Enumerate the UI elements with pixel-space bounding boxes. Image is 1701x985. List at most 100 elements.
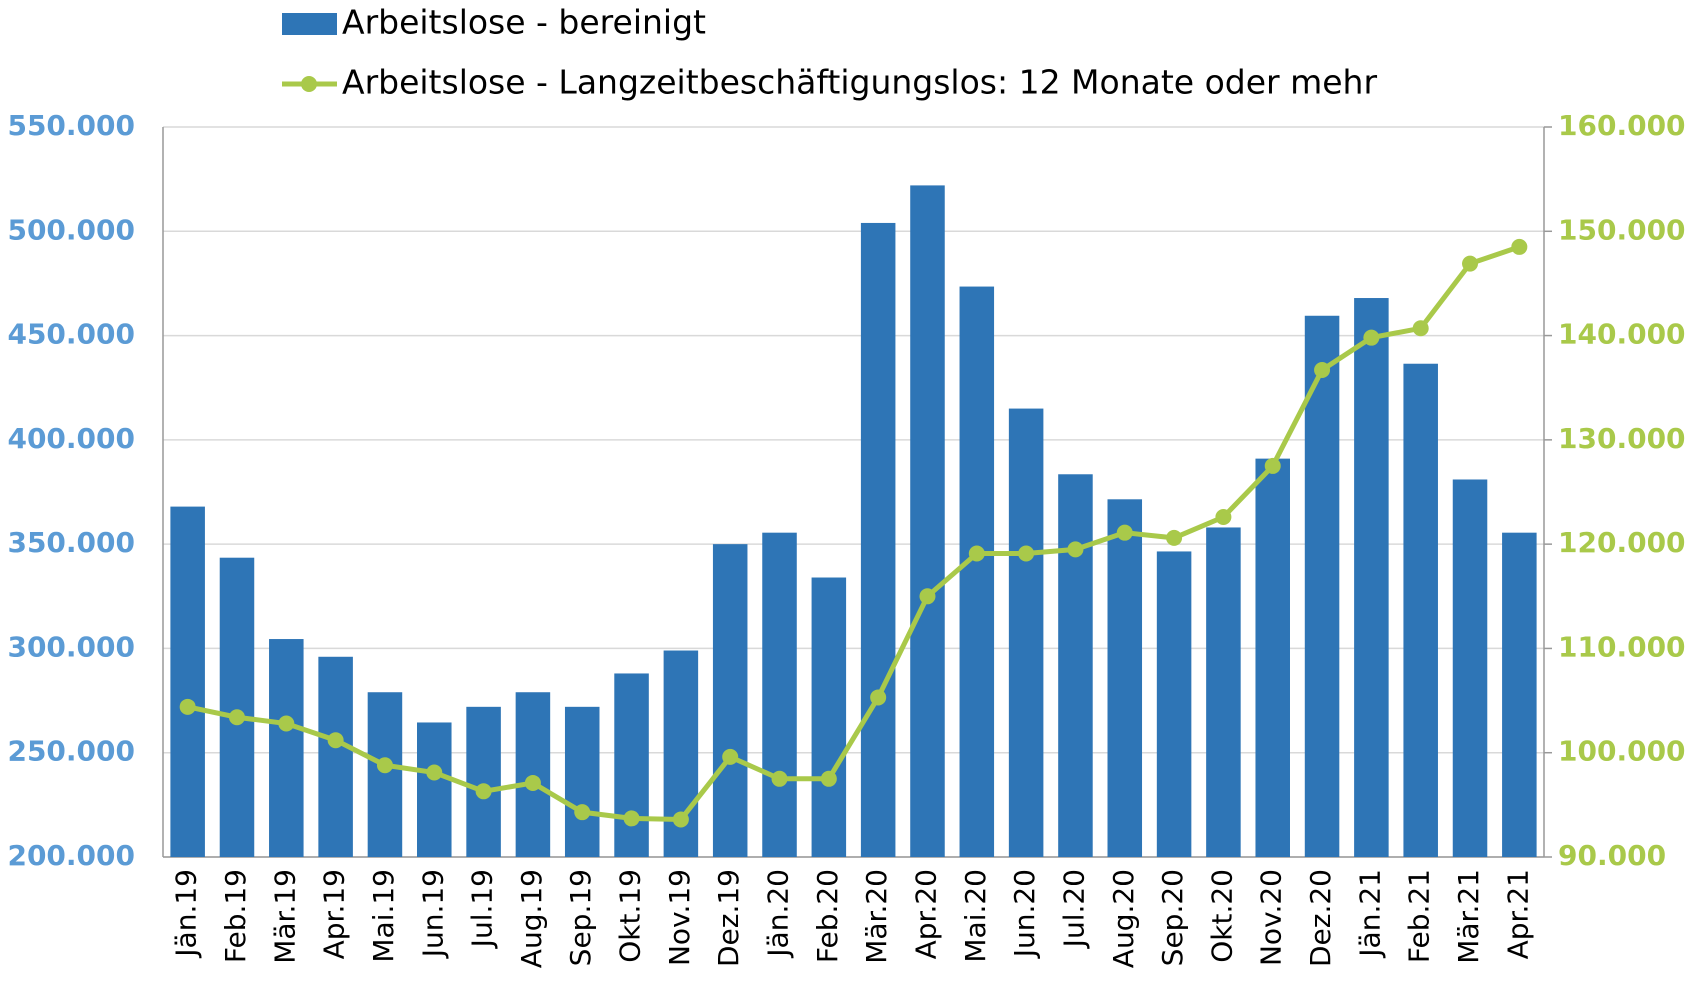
y2-tick-label: 150.000 bbox=[1558, 213, 1686, 246]
bar bbox=[762, 532, 797, 857]
x-tick-label: Okt.20 bbox=[1205, 869, 1238, 963]
line-point bbox=[820, 770, 837, 787]
line-point bbox=[1067, 541, 1084, 558]
line-point bbox=[475, 783, 492, 800]
line-point bbox=[771, 770, 788, 787]
x-tick-label: Jun.20 bbox=[1008, 869, 1041, 959]
bar bbox=[170, 506, 205, 857]
y2-tick-label: 90.000 bbox=[1558, 839, 1666, 872]
x-tick-label: Aug.19 bbox=[515, 869, 548, 968]
x-tick-label: Mai.20 bbox=[959, 869, 992, 963]
line-point bbox=[228, 709, 245, 726]
bar bbox=[910, 185, 945, 857]
x-tick-label: Mär.20 bbox=[860, 869, 893, 964]
bar bbox=[219, 557, 255, 857]
bar bbox=[860, 222, 896, 857]
y-tick-label: 300.000 bbox=[7, 630, 135, 663]
x-tick-label: Apr.19 bbox=[318, 869, 351, 959]
x-tick-label: Mär.19 bbox=[268, 869, 301, 964]
bar bbox=[1304, 315, 1340, 857]
line-point bbox=[1363, 329, 1380, 346]
bar bbox=[1058, 474, 1093, 857]
bar bbox=[1403, 363, 1438, 857]
x-tick-label: Dez.19 bbox=[712, 869, 745, 967]
x-tick-label: Jul.19 bbox=[466, 869, 499, 949]
line-point bbox=[1018, 545, 1035, 562]
y-tick-label: 350.000 bbox=[7, 526, 135, 559]
y2-tick-label: 160.000 bbox=[1558, 109, 1686, 142]
line-point bbox=[376, 757, 393, 774]
x-tick-label: Apr.21 bbox=[1501, 869, 1534, 959]
x-tick-label: Mär.21 bbox=[1452, 869, 1485, 964]
y-tick-label: 250.000 bbox=[7, 735, 135, 768]
line-point bbox=[1215, 509, 1232, 526]
x-tick-label: Okt.19 bbox=[614, 869, 647, 963]
line-point bbox=[524, 774, 541, 791]
x-tick-label: Sep.19 bbox=[564, 869, 597, 966]
x-tick-label: Jän.20 bbox=[762, 869, 795, 959]
line bbox=[187, 244, 1521, 822]
bar bbox=[318, 656, 353, 857]
x-tick-label: Nov.19 bbox=[663, 869, 696, 966]
bar bbox=[712, 544, 748, 857]
x-tick-label: Feb.20 bbox=[811, 869, 844, 963]
x-tick-label: Jul.20 bbox=[1057, 869, 1090, 949]
y-tick-label: 400.000 bbox=[7, 422, 135, 455]
y2-tick-label: 100.000 bbox=[1558, 735, 1686, 768]
line-point bbox=[426, 764, 443, 781]
bar bbox=[1255, 458, 1290, 857]
bar bbox=[417, 722, 452, 857]
y-tick-label: 550.000 bbox=[7, 109, 135, 142]
x-tick-label: Mai.19 bbox=[367, 869, 400, 963]
line-point bbox=[327, 732, 344, 749]
line-point bbox=[1462, 255, 1479, 272]
bar bbox=[367, 692, 403, 857]
y2-tick-label: 110.000 bbox=[1558, 630, 1686, 663]
line-point bbox=[968, 545, 985, 562]
y2-tick-label: 130.000 bbox=[1558, 422, 1686, 455]
line-point bbox=[870, 689, 887, 706]
y-tick-label: 450.000 bbox=[7, 318, 135, 351]
bar bbox=[959, 286, 995, 857]
bar bbox=[564, 706, 600, 857]
bar bbox=[1502, 532, 1537, 857]
line-point bbox=[1116, 524, 1133, 541]
x-tick-label: Jän.19 bbox=[170, 869, 203, 959]
bar bbox=[614, 673, 649, 857]
line-point bbox=[623, 810, 640, 827]
line-point bbox=[179, 698, 196, 715]
x-tick-label: Feb.21 bbox=[1403, 869, 1436, 963]
bar bbox=[1156, 551, 1192, 857]
y-tick-label: 500.000 bbox=[7, 213, 135, 246]
line-point bbox=[1314, 361, 1331, 378]
x-tick-label: Aug.20 bbox=[1107, 869, 1140, 968]
bar bbox=[1107, 499, 1143, 857]
legend-label: Arbeitslose - Langzeitbeschäftigungslos:… bbox=[342, 63, 1377, 102]
bar bbox=[1452, 479, 1488, 857]
line-point bbox=[722, 748, 739, 765]
line-point bbox=[278, 715, 295, 732]
line-point bbox=[919, 588, 936, 605]
legend-label: Arbeitslose - bereinigt bbox=[342, 3, 706, 42]
x-tick-label: Dez.20 bbox=[1304, 869, 1337, 967]
y-tick-label: 200.000 bbox=[7, 839, 135, 872]
line-point bbox=[1511, 238, 1528, 255]
bar bbox=[811, 577, 847, 857]
bar bbox=[1206, 527, 1241, 857]
line-point bbox=[1264, 457, 1281, 474]
x-tick-label: Jun.19 bbox=[416, 869, 449, 959]
bar bbox=[1008, 408, 1044, 857]
bar bbox=[269, 639, 304, 857]
bar bbox=[466, 706, 501, 857]
bar bbox=[1354, 298, 1389, 857]
bar bbox=[515, 692, 551, 857]
line-point bbox=[1412, 320, 1429, 337]
legend-swatch bbox=[301, 76, 317, 92]
y2-tick-label: 140.000 bbox=[1558, 318, 1686, 351]
legend-swatch bbox=[282, 13, 337, 35]
x-tick-label: Sep.20 bbox=[1156, 869, 1189, 966]
line-point bbox=[1166, 529, 1183, 546]
x-tick-label: Jän.21 bbox=[1353, 869, 1386, 959]
line-point bbox=[574, 804, 591, 821]
